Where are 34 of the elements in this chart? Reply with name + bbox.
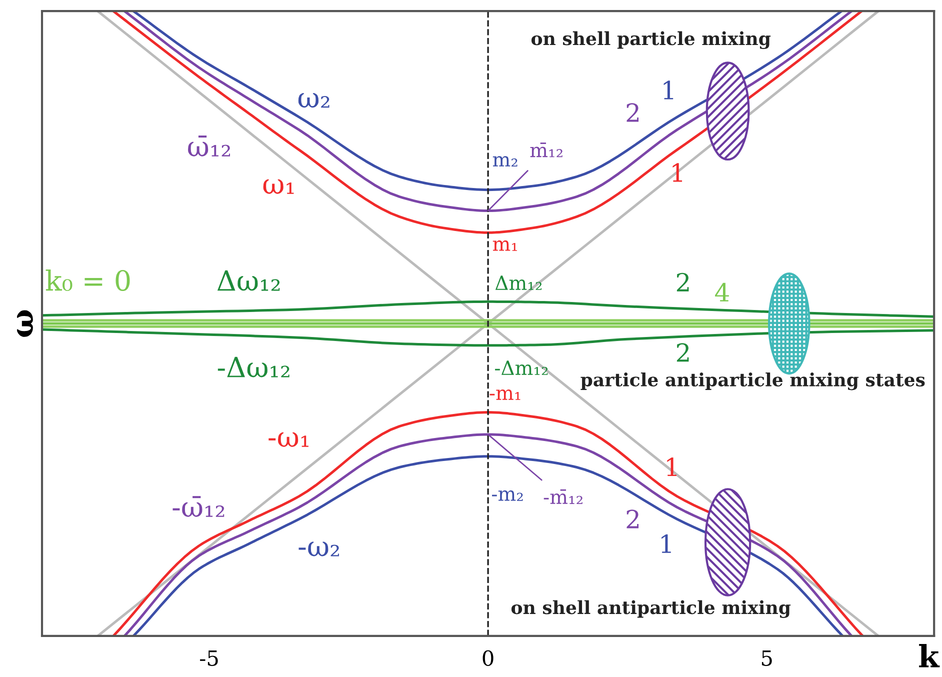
annotation: -m₁ bbox=[490, 389, 520, 400]
annotation: Δω₁₂ bbox=[217, 270, 280, 291]
annotation: 1 bbox=[662, 534, 671, 553]
annotation: -Δω₁₂ bbox=[218, 356, 290, 378]
annotation: 2 bbox=[626, 510, 639, 528]
annotation: 4 bbox=[715, 282, 729, 302]
annotation: particle antiparticle mixing states bbox=[580, 372, 925, 390]
annotation: -Δm₁₂ bbox=[495, 360, 548, 375]
annotation: on shell antiparticle mixing bbox=[511, 600, 791, 618]
annotation: 2 bbox=[676, 272, 689, 292]
annotation: 2 bbox=[676, 343, 689, 362]
annotation: m₂ bbox=[492, 156, 518, 167]
annotation: -ω₂ bbox=[298, 542, 339, 556]
annotation: 1 bbox=[667, 457, 676, 476]
x-axis-title: k bbox=[919, 644, 940, 668]
annotation: 1 bbox=[664, 80, 674, 100]
annotation: on shell particle mixing bbox=[531, 31, 771, 50]
annotation: ω₂ bbox=[298, 93, 330, 108]
annotation: 1 bbox=[672, 163, 682, 182]
annotation: -ω̄₁₂ bbox=[172, 496, 224, 517]
annotation: -m̄₁₂ bbox=[544, 489, 582, 504]
annotation: m̄₁₂ bbox=[530, 142, 562, 158]
annotation: ω₁ bbox=[263, 179, 294, 194]
annotation: k₀ = 0 bbox=[46, 269, 130, 291]
annotation: m₁ bbox=[492, 240, 517, 251]
annotation: -ω₁ bbox=[268, 432, 308, 447]
x-tick-label: 0 bbox=[482, 650, 494, 666]
x-tick-label: -5 bbox=[200, 650, 218, 666]
annotation: Δm₁₂ bbox=[495, 276, 542, 290]
x-tick-label: 5 bbox=[762, 650, 772, 666]
y-axis-title: ω bbox=[17, 310, 33, 337]
annotation: ω̄₁₂ bbox=[188, 136, 230, 156]
annotation: 2 bbox=[626, 103, 639, 122]
annotation: -m₂ bbox=[492, 490, 523, 501]
